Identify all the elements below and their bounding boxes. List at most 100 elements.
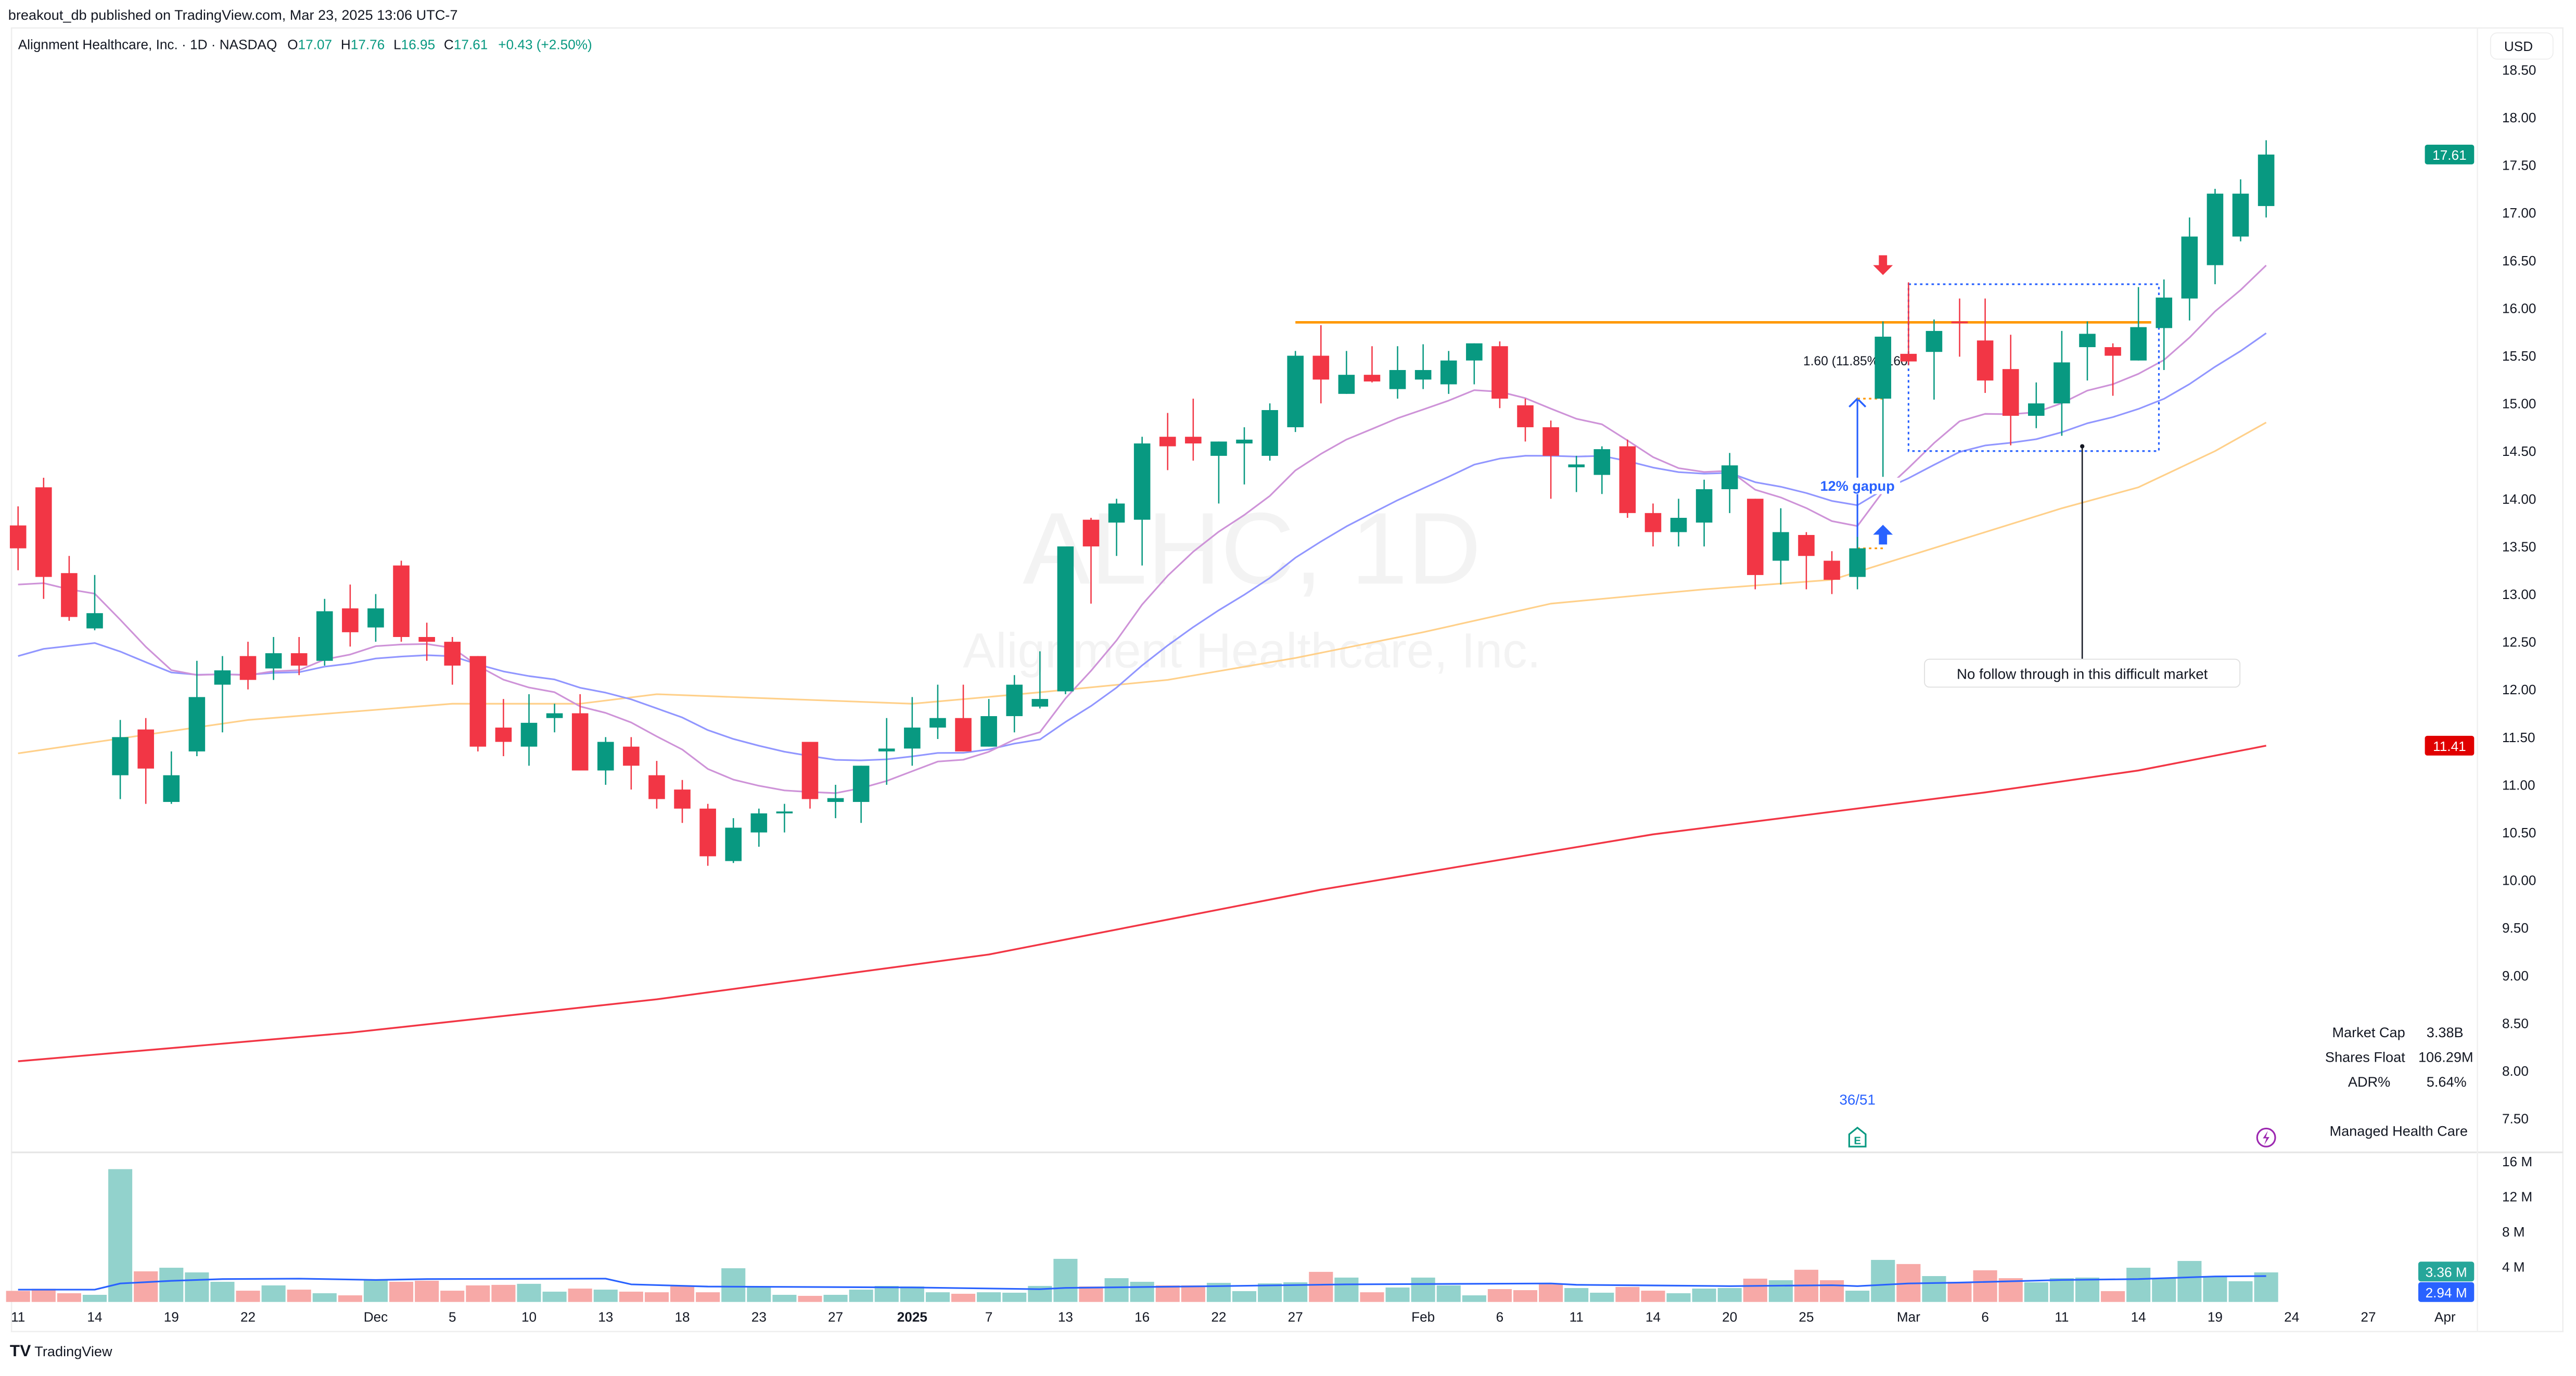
volume-axis[interactable]: 16 M 12 M 8 M 4 M: [2502, 1154, 2532, 1275]
sell-arrow-icon[interactable]: [1873, 255, 1893, 275]
time-tick-label: 2025: [897, 1309, 927, 1325]
volume-bar: [134, 1271, 158, 1302]
candle-up: [1772, 508, 1789, 585]
open-label: O: [287, 37, 298, 53]
time-tick-label: 5: [449, 1309, 456, 1325]
candle-body: [2105, 347, 2121, 356]
candle-body: [1159, 437, 1176, 447]
volume-bar: [2177, 1260, 2202, 1302]
candle-body: [1721, 465, 1738, 490]
symbol-name: Alignment Healthcare, Inc. · 1D · NASDAQ: [18, 37, 277, 53]
time-tick-label: 11: [2055, 1309, 2069, 1325]
candle-up: [316, 598, 333, 666]
candle-up: [1338, 351, 1355, 394]
candle-up: [2258, 140, 2275, 218]
candle-body: [1312, 355, 1330, 380]
candle-body: [1389, 370, 1406, 389]
candle-down: [1823, 551, 1840, 594]
candle-body: [188, 697, 206, 751]
price-tick-label: 10.00: [2502, 873, 2536, 888]
price-tick-label: 9.50: [2502, 920, 2529, 936]
volume-bar: [2203, 1276, 2227, 1302]
candle-up: [750, 808, 768, 847]
volume-bar: [312, 1293, 337, 1302]
candle-body: [1363, 375, 1381, 382]
tradingview-logo[interactable]: TV TradingView: [10, 1341, 112, 1360]
candle-down: [1185, 398, 1202, 461]
consolidation-box[interactable]: [1907, 283, 2160, 452]
price-tick-label: 16.00: [2502, 300, 2536, 316]
volume-bar: [1258, 1283, 1282, 1302]
candle-body: [35, 487, 52, 577]
earnings-icon[interactable]: [1848, 1126, 1867, 1148]
price-axis[interactable]: 18.50 18.00 17.50 17.00 16.50 16.00 15.50 15.00…: [2502, 62, 2536, 1126]
time-axis[interactable]: 11 14 19 22 Dec 5 10 13 18 23 27 2025 7 13 16 22 27 Feb 6 1…: [11, 1309, 2456, 1325]
sma200-price-label-bg: [2425, 735, 2475, 756]
time-tick-label: 19: [164, 1309, 179, 1325]
volume-bar: [31, 1289, 56, 1302]
time-tick-label: Feb: [1411, 1309, 1435, 1325]
volume-bar: [2075, 1277, 2100, 1302]
candle-body: [342, 608, 359, 632]
candle-down: [1900, 282, 1917, 365]
volume-bar: [2126, 1267, 2151, 1302]
candle-body: [1414, 370, 1432, 380]
volume-bar: [1130, 1281, 1154, 1302]
candle-up: [725, 818, 742, 863]
candle-body: [1849, 548, 1866, 577]
volume-bar: [670, 1285, 695, 1302]
candle-up: [1210, 441, 1227, 504]
candle-body: [2079, 334, 2096, 348]
price-tick-label: 15.00: [2502, 396, 2536, 412]
time-tick-label: 14: [87, 1309, 102, 1325]
candle-up: [2130, 287, 2147, 361]
volume-bar: [2101, 1291, 2125, 1302]
candle-body: [214, 670, 231, 685]
volume-bar: [619, 1291, 643, 1302]
price-tick-label: 17.50: [2502, 158, 2536, 173]
volume-bar: [1462, 1295, 1486, 1302]
volume-bar: [1922, 1276, 1946, 1302]
candle-body: [1593, 449, 1611, 475]
volume-bar: [696, 1292, 720, 1302]
candle-down: [1491, 341, 1508, 409]
candle-up: [852, 766, 870, 823]
volume-bar: [1411, 1277, 1435, 1302]
volume-bar: [1385, 1287, 1410, 1302]
volume-bar: [1232, 1291, 1257, 1302]
price-tick-label: 8.00: [2502, 1063, 2529, 1079]
callout-box[interactable]: [1924, 658, 2241, 688]
candle-down: [955, 684, 972, 751]
time-tick-label: 24: [2284, 1309, 2299, 1325]
time-tick-label: Dec: [364, 1309, 388, 1325]
candle-up: [776, 804, 793, 833]
volume-bar: [1104, 1278, 1129, 1302]
price-tick-label: 10.50: [2502, 825, 2536, 840]
volume-bar: [925, 1292, 950, 1302]
candle-up: [597, 737, 614, 785]
info-value-shares-float: 106.29M: [2418, 1049, 2473, 1065]
candle-up: [1287, 351, 1304, 432]
candle-up: [1695, 479, 1713, 546]
currency-button[interactable]: [2490, 32, 2554, 60]
candle-body: [1185, 437, 1202, 444]
volume-bar: [108, 1169, 133, 1302]
candle-up: [904, 697, 921, 766]
candle-body: [367, 608, 384, 628]
annotations: 12% gapup No follow through in this diffi…: [1815, 255, 2276, 1148]
candle-body: [239, 656, 257, 680]
candle-down: [1619, 439, 1636, 518]
candle-down: [1363, 346, 1381, 383]
volume-bar: [1155, 1285, 1180, 1302]
candle-body: [86, 613, 103, 629]
candle-down: [2105, 343, 2121, 396]
volume-bar: [644, 1292, 669, 1302]
candle-down: [137, 718, 154, 804]
candle-body: [520, 722, 538, 747]
candle-body: [2130, 327, 2147, 361]
candle-up: [1593, 446, 1611, 494]
rating-label: 36/51: [1839, 1092, 1875, 1108]
axis-badges: 17.61 11.41 3.36 M 2.94 M: [2418, 145, 2475, 1302]
price-tick-label: 18.50: [2502, 62, 2536, 78]
